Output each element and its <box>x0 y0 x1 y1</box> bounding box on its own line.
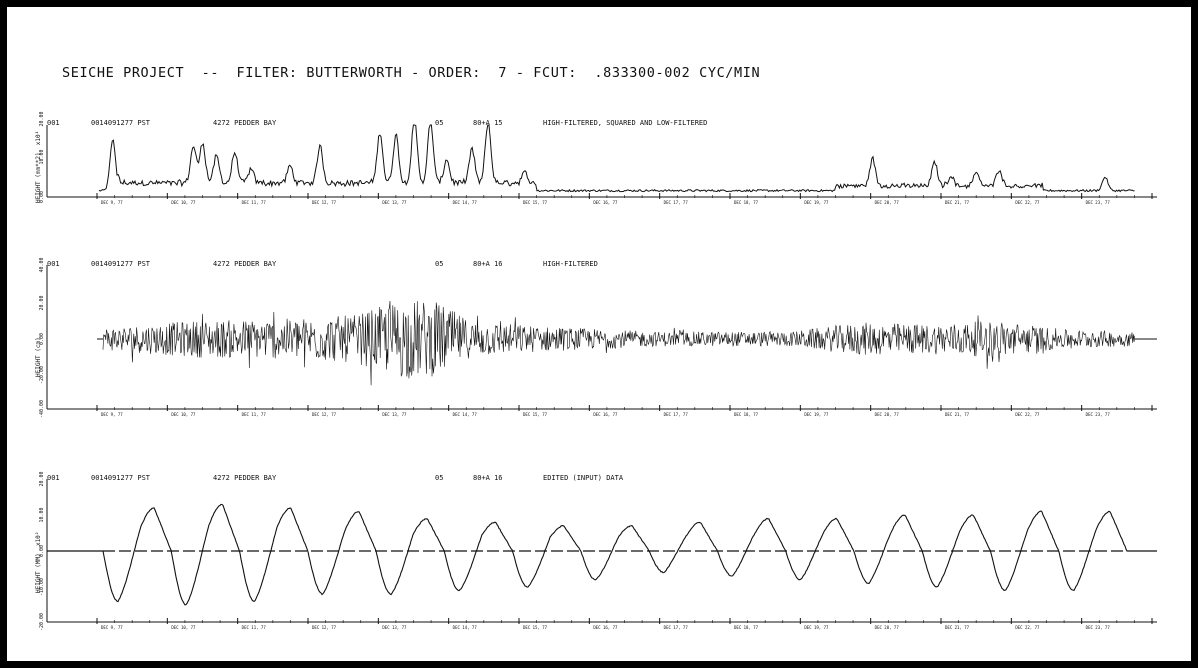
chart-title: SEICHE PROJECT -- FILTER: BUTTERWORTH - … <box>62 65 761 81</box>
panel2-series-line <box>102 300 1136 386</box>
panel2-y-tick-label: -40.00 <box>39 400 45 418</box>
panel1-x-tick-label: DEC 21, 77 <box>945 200 970 205</box>
panel3-id: 001 <box>47 474 60 482</box>
plot-layer: DEC 9, 77 DEC 10, 77 DEC 11, 77 DEC 12, 77 D… <box>39 111 1157 631</box>
panel3-record: 80+A 16 <box>473 474 503 482</box>
panel2-y-tick-label: 20.00 <box>39 295 45 310</box>
panel2-x-tick-label: DEC 19, 77 <box>804 412 829 417</box>
panel3-y-tick-label: -20.00 <box>39 613 45 631</box>
panel2-x-tick-label: DEC 21, 77 <box>945 412 970 417</box>
panel2-station: 0014091277 PST <box>91 260 151 268</box>
panel3-x-tick-label: DEC 21, 77 <box>945 625 970 630</box>
panel2-location: 4272 PEDDER BAY <box>213 260 277 268</box>
panel1-x-tick-label: DEC 16, 77 <box>593 200 618 205</box>
panel3-x-tick-label: DEC 9, 77 <box>101 625 123 630</box>
panel1-series-line <box>98 124 1135 193</box>
panel3-x-tick-label: DEC 10, 77 <box>171 625 196 630</box>
panel2-id: 001 <box>47 260 60 268</box>
panel1-record: 80+A 15 <box>473 119 503 127</box>
panel3-x-tick-label: DEC 15, 77 <box>523 625 548 630</box>
panel2-x-tick-label: DEC 9, 77 <box>101 412 123 417</box>
panel1-x-tick-label: DEC 19, 77 <box>804 200 829 205</box>
panel1-x-tick-label: DEC 9, 77 <box>101 200 123 205</box>
panel3-x-tick-label: DEC 22, 77 <box>1015 625 1040 630</box>
panel1-x-tick-label: DEC 20, 77 <box>875 200 900 205</box>
panel2-x-tick-label: DEC 15, 77 <box>523 412 548 417</box>
panel1-station: 0014091277 PST <box>91 119 151 127</box>
panel3-station: 0014091277 PST <box>91 474 151 482</box>
panel3-x-tick-label: DEC 17, 77 <box>664 625 689 630</box>
panel1-x-tick-label: DEC 22, 77 <box>1015 200 1040 205</box>
panel3-x-tick-label: DEC 13, 77 <box>382 625 407 630</box>
panel2-x-tick-label: DEC 11, 77 <box>242 412 267 417</box>
panel2-x-tick-label: DEC 23, 77 <box>1086 412 1111 417</box>
panel2-record: 80+A 16 <box>473 260 503 268</box>
panel1-x-tick-label: DEC 23, 77 <box>1086 200 1111 205</box>
panel3-x-tick-label: DEC 12, 77 <box>312 625 337 630</box>
panel2-run: 05 <box>435 260 444 268</box>
panel1-y-tick-label: 20.00 <box>39 111 45 126</box>
panel3-x-tick-label: DEC 16, 77 <box>593 625 618 630</box>
panel3-y-tick-label: 10.00 <box>39 507 45 522</box>
plot-area: DEC 9, 77 DEC 10, 77 DEC 11, 77 DEC 12, 77 D… <box>39 111 1157 631</box>
panel3-y-tick-label: -10.00 <box>39 578 45 596</box>
panel3-x-tick-label: DEC 19, 77 <box>804 625 829 630</box>
panel3-x-tick-label: DEC 11, 77 <box>242 625 267 630</box>
panel1-x-tick-label: DEC 14, 77 <box>453 200 478 205</box>
panel1-x-tick-label: DEC 13, 77 <box>382 200 407 205</box>
panel3-location: 4272 PEDDER BAY <box>213 474 277 482</box>
panel2-x-tick-label: DEC 10, 77 <box>171 412 196 417</box>
panel2-x-tick-label: DEC 14, 77 <box>453 412 478 417</box>
panel3-series-line <box>102 503 1128 606</box>
panel2-x-tick-label: DEC 16, 77 <box>593 412 618 417</box>
panel2-y-tick-label: -20.00 <box>39 366 45 384</box>
panel1-x-tick-label: DEC 15, 77 <box>523 200 548 205</box>
panel2-y-tick-label: 0.00 <box>39 333 45 345</box>
panel1-x-tick-label: DEC 11, 77 <box>242 200 267 205</box>
panel2-x-tick-label: DEC 18, 77 <box>734 412 759 417</box>
panel3-x-tick-label: DEC 20, 77 <box>875 625 900 630</box>
panel1-id: 001 <box>47 119 60 127</box>
panel3-description: EDITED (INPUT) DATA <box>543 474 624 482</box>
panel1-y-tick-label: 0.00 <box>39 191 45 203</box>
panel1-x-tick-label: DEC 17, 77 <box>664 200 689 205</box>
panel1-y-tick-label: 10.00 <box>39 149 45 164</box>
panel3-run: 05 <box>435 474 444 482</box>
panel1-x-tick-label: DEC 10, 77 <box>171 200 196 205</box>
panel3-x-tick-label: DEC 14, 77 <box>453 625 478 630</box>
panel3-x-tick-label: DEC 18, 77 <box>734 625 759 630</box>
plot-sheet: SEICHE PROJECT -- FILTER: BUTTERWORTH - … <box>7 7 1191 661</box>
panel1-description: HIGH-FILTERED, SQUARED AND LOW-FILTERED <box>543 119 708 127</box>
panel3-y-tick-label: 20.00 <box>39 471 45 486</box>
panel1-x-tick-label: DEC 18, 77 <box>734 200 759 205</box>
panel2-x-tick-label: DEC 12, 77 <box>312 412 337 417</box>
panel2-description: HIGH-FILTERED <box>543 260 598 268</box>
panel1-location: 4272 PEDDER BAY <box>213 119 277 127</box>
panel2-x-tick-label: DEC 20, 77 <box>875 412 900 417</box>
panel1-x-tick-label: DEC 12, 77 <box>312 200 337 205</box>
panel2-x-tick-label: DEC 22, 77 <box>1015 412 1040 417</box>
panel1-run: 05 <box>435 119 444 127</box>
panel2-y-tick-label: 40.00 <box>39 257 45 272</box>
panel3-y-tick-label: 0.00 <box>39 545 45 557</box>
panel2-x-tick-label: DEC 13, 77 <box>382 412 407 417</box>
panel2-x-tick-label: DEC 17, 77 <box>664 412 689 417</box>
panel3-x-tick-label: DEC 23, 77 <box>1086 625 1111 630</box>
